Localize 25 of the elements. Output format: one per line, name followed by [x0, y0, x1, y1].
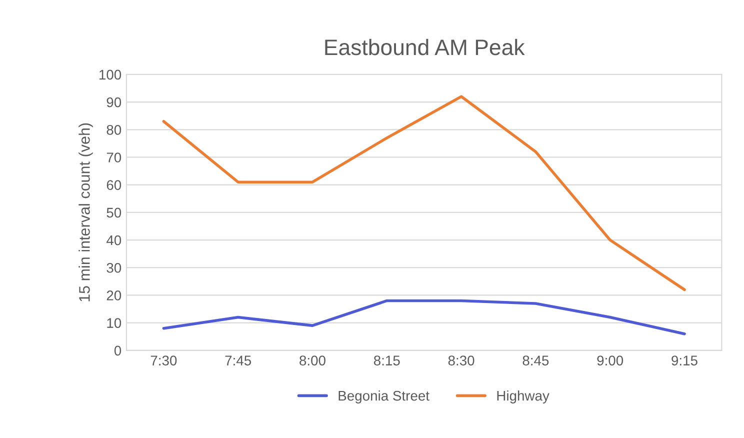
legend-label: Highway: [497, 390, 550, 404]
y-tick-label: 80: [106, 124, 122, 135]
chart-title: Eastbound AM Peak: [325, 38, 525, 56]
y-tick-label: 100: [100, 70, 122, 80]
x-tick-label: 8:30: [448, 356, 474, 366]
x-tick-label: 8:00: [300, 356, 326, 366]
y-tick-label: 60: [106, 180, 122, 190]
y-tick-label: 50: [106, 208, 122, 218]
x-tick-label: 9:00: [597, 356, 624, 366]
legend-label: Begonia Street: [338, 390, 430, 404]
y-axis-title: 15 min interval count (veh): [78, 123, 93, 302]
y-tick-label: 30: [106, 262, 122, 273]
x-tick-label: 9:15: [672, 356, 698, 366]
x-tick-label: 8:15: [374, 356, 400, 366]
x-tick-label: 7:30: [150, 356, 177, 366]
y-tick-label: 10: [107, 318, 122, 328]
line-series: [162, 95, 686, 292]
y-tick-label: 20: [106, 290, 122, 300]
x-tick-label: 7:45: [225, 356, 252, 366]
x-tick-label: 8:45: [522, 356, 549, 366]
y-tick-label: 90: [106, 97, 122, 108]
line-series: [162, 299, 686, 336]
y-tick-label: 40: [106, 235, 122, 246]
y-tick-label: 0: [114, 346, 122, 356]
y-tick-label: 70: [106, 152, 122, 162]
